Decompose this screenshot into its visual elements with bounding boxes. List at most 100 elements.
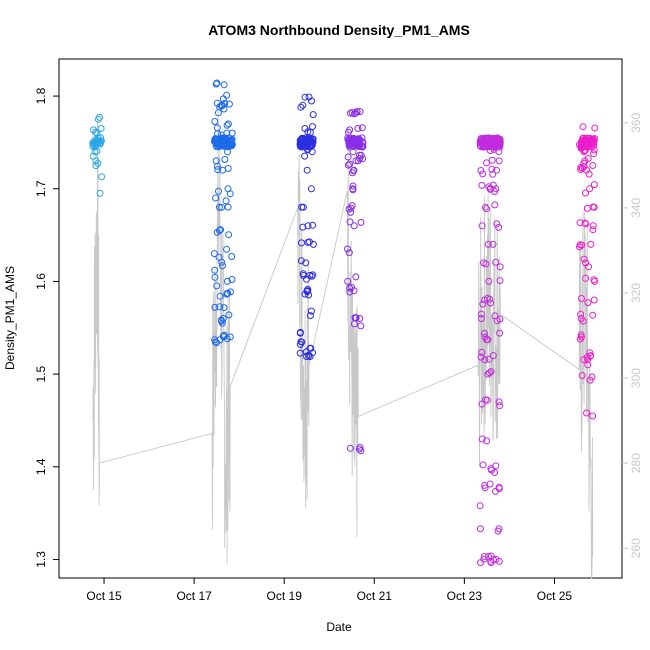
- data-point: [224, 120, 232, 128]
- data-point: [309, 221, 317, 229]
- data-point: [492, 487, 499, 495]
- data-point: [308, 97, 315, 105]
- data-point: [224, 203, 232, 211]
- data-point: [493, 166, 500, 174]
- data-point: [487, 135, 495, 142]
- x-tick-label: Oct 19: [267, 589, 303, 603]
- data-point: [219, 262, 226, 270]
- data-point: [344, 245, 351, 253]
- data-point: [220, 333, 228, 341]
- data-point: [223, 245, 231, 253]
- data-point: [580, 159, 588, 167]
- data-point: [587, 240, 595, 248]
- data-point: [481, 484, 489, 492]
- data-point: [297, 257, 305, 265]
- data-point: [303, 166, 311, 174]
- data-point: [484, 336, 492, 344]
- data-point: [352, 157, 360, 165]
- data-point: [225, 100, 233, 108]
- data-point: [488, 466, 495, 474]
- data-point: [298, 203, 306, 211]
- x-tick-label: Oct 23: [447, 589, 483, 603]
- data-point: [583, 353, 591, 361]
- data-point: [214, 166, 222, 174]
- data-point: [591, 124, 599, 132]
- data-point: [301, 152, 309, 160]
- data-point: [309, 271, 317, 279]
- data-point: [211, 135, 219, 143]
- data-point: [298, 338, 306, 346]
- data-point: [306, 129, 314, 136]
- data-point: [581, 219, 589, 227]
- data-point: [480, 553, 488, 560]
- data-point: [576, 241, 584, 249]
- data-point: [344, 128, 352, 136]
- data-point: [213, 99, 221, 107]
- data-point: [220, 304, 228, 312]
- data-point: [223, 290, 231, 298]
- data-point: [228, 276, 236, 283]
- data-point: [223, 121, 231, 129]
- data-points: [89, 79, 599, 567]
- y-axis: 1.3 1.4 1.5 1.6 1.7 1.8: [34, 87, 59, 568]
- data-point: [589, 311, 597, 319]
- data-point: [224, 164, 232, 172]
- data-point: [485, 355, 493, 363]
- data-point: [215, 187, 222, 195]
- data-point: [349, 167, 357, 175]
- data-point: [489, 352, 497, 360]
- data-point: [346, 160, 354, 168]
- data-point: [582, 220, 590, 228]
- data-point: [493, 220, 501, 228]
- data-point: [487, 552, 495, 560]
- data-point: [577, 310, 585, 318]
- y2-tick-label: 260: [629, 538, 643, 558]
- data-point: [350, 110, 358, 118]
- data-point: [581, 146, 589, 154]
- data-point: [352, 314, 360, 322]
- data-point: [90, 126, 97, 134]
- data-point: [358, 124, 366, 132]
- data-point: [479, 170, 487, 178]
- data-point: [212, 142, 220, 150]
- data-point: [577, 143, 585, 151]
- data-point: [306, 312, 314, 320]
- data-point: [589, 412, 597, 420]
- y2-tick-label: 340: [629, 198, 643, 218]
- data-point: [226, 190, 234, 198]
- data-point: [96, 113, 104, 121]
- data-point: [483, 437, 491, 445]
- data-point: [213, 79, 221, 87]
- data-point: [590, 150, 597, 158]
- data-point: [306, 353, 314, 361]
- data-point: [479, 300, 487, 308]
- data-point: [489, 240, 497, 248]
- data-point: [220, 142, 228, 150]
- data-point: [580, 163, 588, 171]
- data-point: [496, 277, 504, 285]
- data-point: [223, 140, 231, 148]
- data-point: [308, 142, 316, 150]
- data-point: [495, 398, 503, 406]
- data-point: [580, 255, 588, 263]
- data-point: [346, 218, 354, 226]
- data-point: [480, 555, 488, 563]
- data-point: [476, 525, 484, 533]
- data-point: [212, 194, 220, 202]
- data-point: [588, 139, 596, 147]
- x-tick-label: Oct 15: [86, 589, 122, 603]
- data-point: [359, 155, 367, 163]
- y2-tick-label: 360: [629, 112, 643, 132]
- data-point: [216, 303, 224, 311]
- data-point: [346, 284, 354, 292]
- data-point: [211, 118, 219, 125]
- y-axis-label: Density_PM1_AMS: [3, 266, 17, 370]
- data-point: [479, 461, 487, 469]
- data-point: [481, 203, 489, 211]
- data-point: [302, 259, 310, 267]
- data-point: [355, 445, 363, 453]
- data-point: [304, 145, 312, 153]
- data-point: [351, 135, 359, 143]
- data-point: [345, 249, 353, 257]
- data-point: [495, 223, 503, 231]
